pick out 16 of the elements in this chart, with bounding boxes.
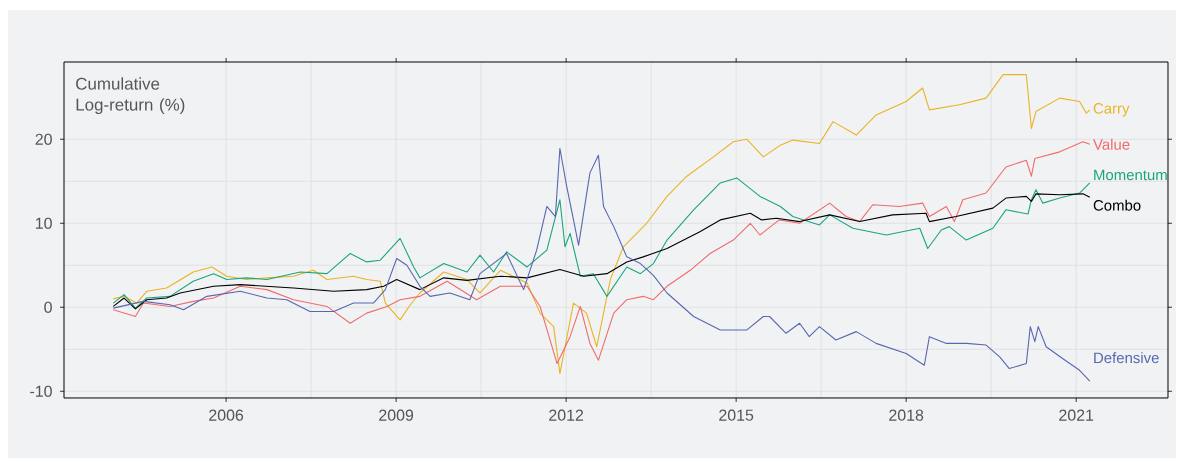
series-label: Value (1093, 138, 1130, 150)
x-tick-label: 2018 (889, 409, 924, 421)
series-label: Defensive (1094, 352, 1159, 364)
y-tick-label: 10 (36, 217, 52, 229)
y-tick-label: 0 (44, 301, 52, 313)
y-axis-title: Cumulative Log-return (%) (76, 77, 185, 115)
x-tick-label: 2015 (719, 409, 754, 421)
x-tick-label: 2009 (379, 409, 414, 421)
x-tick-label: 2006 (209, 409, 244, 421)
series-label: Carry (1093, 103, 1130, 117)
series-label: Combo (1093, 199, 1141, 211)
x-tick-label: 2021 (1059, 409, 1094, 421)
y-tick-label: 20 (35, 133, 52, 145)
x-tick-label: 2012 (549, 409, 584, 421)
y-tick-label: -10 (30, 385, 52, 397)
series-label: Momentum (1094, 169, 1167, 181)
